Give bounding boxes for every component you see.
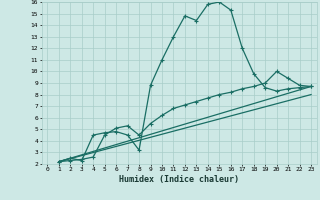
X-axis label: Humidex (Indice chaleur): Humidex (Indice chaleur) xyxy=(119,175,239,184)
